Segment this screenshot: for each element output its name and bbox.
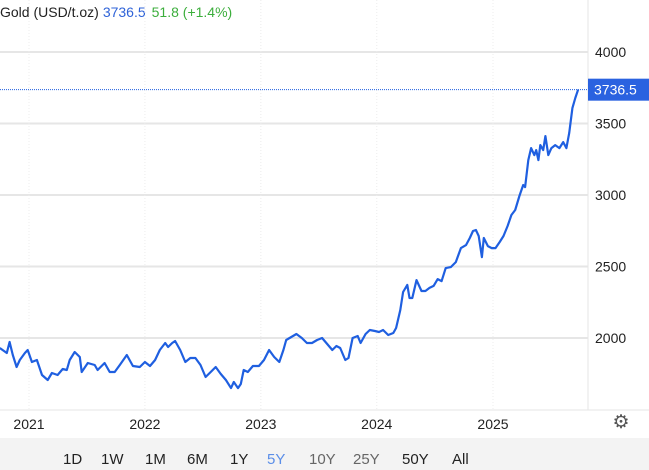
range-all-button[interactable]: All <box>452 451 469 468</box>
y-tick-label: 4000 <box>595 44 626 60</box>
range-25y-button[interactable]: 25Y <box>353 451 380 468</box>
range-10y-button[interactable]: 10Y <box>309 451 336 468</box>
x-tick-label: 2024 <box>361 416 392 432</box>
x-tick-label: 2022 <box>129 416 160 432</box>
range-1d-button[interactable]: 1D <box>63 451 83 468</box>
y-tick-label: 2000 <box>595 330 626 346</box>
range-5y-button[interactable]: 5Y <box>267 451 286 468</box>
x-tick-label: 2021 <box>13 416 44 432</box>
price-line <box>0 89 580 390</box>
range-1w-button[interactable]: 1W <box>101 451 124 468</box>
gear-icon[interactable]: ⚙ <box>612 412 630 433</box>
range-50y-button[interactable]: 50Y <box>402 451 429 468</box>
y-tick-label: 3000 <box>595 187 626 203</box>
range-1m-button[interactable]: 1M <box>145 451 166 468</box>
last-price: 3736.5 <box>102 4 146 20</box>
chart-header: Gold (USD/t.oz) 3736.5 51.8 (+1.4%) <box>0 4 232 20</box>
range-6m-button[interactable]: 6M <box>187 451 208 468</box>
last-price-tag <box>588 78 649 101</box>
instrument-title: Gold (USD/t.oz) <box>0 4 99 20</box>
last-price-tag-label: 3736.5 <box>594 82 637 98</box>
price-change: 51.8 (+1.4%) <box>151 4 233 20</box>
x-tick-label: 2023 <box>245 416 276 432</box>
x-tick-label: 2025 <box>477 416 508 432</box>
range-1y-button[interactable]: 1Y <box>230 451 249 468</box>
price-chart: 2000 2500 3000 3500 4000 2021 2022 2023 2024 202… <box>0 0 649 432</box>
range-selector: 1D 1W 1M 6M 1Y 5Y 10Y 25Y 50Y All <box>0 438 649 470</box>
y-tick-label: 3500 <box>595 116 626 132</box>
y-tick-label: 2500 <box>595 259 626 275</box>
